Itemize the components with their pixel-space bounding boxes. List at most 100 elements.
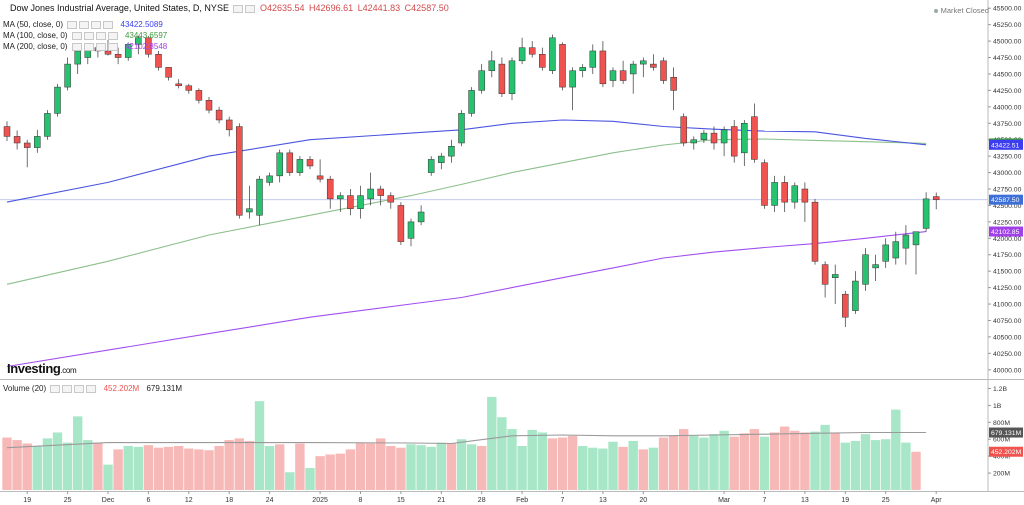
candle-body (155, 53, 162, 68)
ma100-more-icon[interactable] (107, 31, 118, 40)
ma100-hide-icon[interactable] (83, 31, 94, 40)
volume-bar (547, 438, 558, 490)
time-tick-label: Apr (931, 497, 943, 504)
candle-body (337, 195, 344, 200)
volume-bar (517, 446, 527, 490)
candle-body (599, 50, 607, 85)
time-tick-label: 7 (561, 497, 565, 504)
candle-body (811, 201, 819, 262)
candle-body (619, 70, 627, 81)
volume-bar (608, 441, 618, 490)
volume-bar (668, 435, 679, 490)
price-label-box (989, 139, 1023, 150)
ma200-more-icon[interactable] (107, 42, 118, 51)
volume-bar (800, 432, 810, 490)
candle-body (670, 76, 677, 91)
candle-body (114, 53, 122, 58)
candle-body (347, 195, 354, 209)
volume-bar (396, 447, 406, 490)
volume-bar (729, 436, 739, 490)
price-tick-label: 40500.00 (993, 334, 1022, 341)
status-dot-icon (933, 9, 938, 14)
time-tick-label: 20 (639, 497, 647, 504)
price-tick-label: 44250.00 (993, 88, 1022, 95)
volume-bar (12, 440, 22, 490)
investing-logo: Investing.com (7, 361, 77, 376)
volume-bar (598, 448, 608, 490)
volume-settings-icon[interactable] (50, 384, 61, 393)
volume-bar (648, 447, 659, 490)
time-tick-label: 28 (478, 497, 486, 504)
ma50-label: MA (50, close, 0) (3, 20, 64, 29)
volume-label-text: 452.202M (991, 449, 1022, 456)
chart-header: Dow Jones Industrial Average, United Sta… (0, 3, 449, 14)
volume-remove-icon[interactable] (74, 384, 85, 393)
candle-body (680, 116, 687, 144)
ma50-hide-icon[interactable] (79, 20, 90, 29)
volume-bar (658, 437, 669, 490)
volume-bar (769, 432, 780, 490)
candle-body (852, 280, 859, 311)
volume-bar (810, 431, 820, 490)
volume-bar (487, 396, 497, 490)
candle-body (892, 241, 900, 259)
candle-body (175, 83, 182, 87)
ma50-settings-icon[interactable] (67, 20, 78, 29)
price-tick-label: 44750.00 (993, 55, 1022, 62)
volume-label-box (989, 446, 1023, 457)
volume-hide-icon[interactable] (62, 384, 73, 393)
candle-body (468, 90, 475, 114)
time-tick-label: 13 (801, 497, 809, 504)
candle-body (710, 132, 718, 144)
time-tick-label: 18 (225, 497, 233, 504)
volume-bar (285, 472, 295, 490)
candle-body (882, 244, 889, 262)
volume-bar (376, 438, 386, 490)
logo-suffix: .com (60, 366, 77, 375)
candle-body (64, 63, 71, 88)
candle-body (407, 221, 415, 239)
market-status: Market Closed (933, 6, 989, 15)
volume-bar (103, 464, 113, 490)
visibility-toggle-icon[interactable] (245, 4, 256, 13)
candle-body (842, 293, 849, 318)
time-tick-label: 24 (266, 497, 274, 504)
volume-bar (850, 440, 861, 490)
candle-body (326, 178, 334, 200)
volume-bar (123, 446, 133, 490)
candle-body (730, 126, 738, 157)
volume-bar (557, 437, 568, 490)
candle-body (569, 70, 576, 88)
time-tick-label: 25 (882, 497, 890, 504)
time-tick-label: 21 (437, 497, 445, 504)
volume-bar (537, 432, 547, 490)
candle-body (205, 100, 213, 111)
volume-bar (93, 442, 103, 490)
volume-bar (143, 445, 154, 490)
ma200-settings-icon[interactable] (71, 42, 82, 51)
candle-body (458, 113, 465, 144)
volume-bar (2, 437, 12, 490)
volume-bar (254, 401, 265, 490)
volume-tick-label: 200M (993, 471, 1010, 478)
volume-bar (214, 446, 224, 490)
price-tick-label: 40250.00 (993, 351, 1022, 358)
volume-bar (628, 440, 638, 490)
time-tick-label: 13 (599, 497, 607, 504)
ma100-label: MA (100, close, 0) (3, 31, 68, 40)
ma100-settings-icon[interactable] (71, 31, 82, 40)
candle-body (528, 47, 536, 55)
settings-toggle-icon[interactable] (233, 4, 244, 13)
ma200-hide-icon[interactable] (83, 42, 94, 51)
ma50-more-icon[interactable] (103, 20, 114, 29)
ma200-value: 42102.8548 (124, 42, 168, 51)
volume-bar (406, 444, 416, 490)
price-tick-label: 41750.00 (993, 252, 1022, 259)
candle-body (124, 44, 132, 58)
ma100-remove-icon[interactable] (95, 31, 106, 40)
ma200-remove-icon[interactable] (95, 42, 106, 51)
ma50-remove-icon[interactable] (91, 20, 102, 29)
ma200-line (6, 231, 927, 368)
volume-more-icon[interactable] (86, 384, 97, 393)
